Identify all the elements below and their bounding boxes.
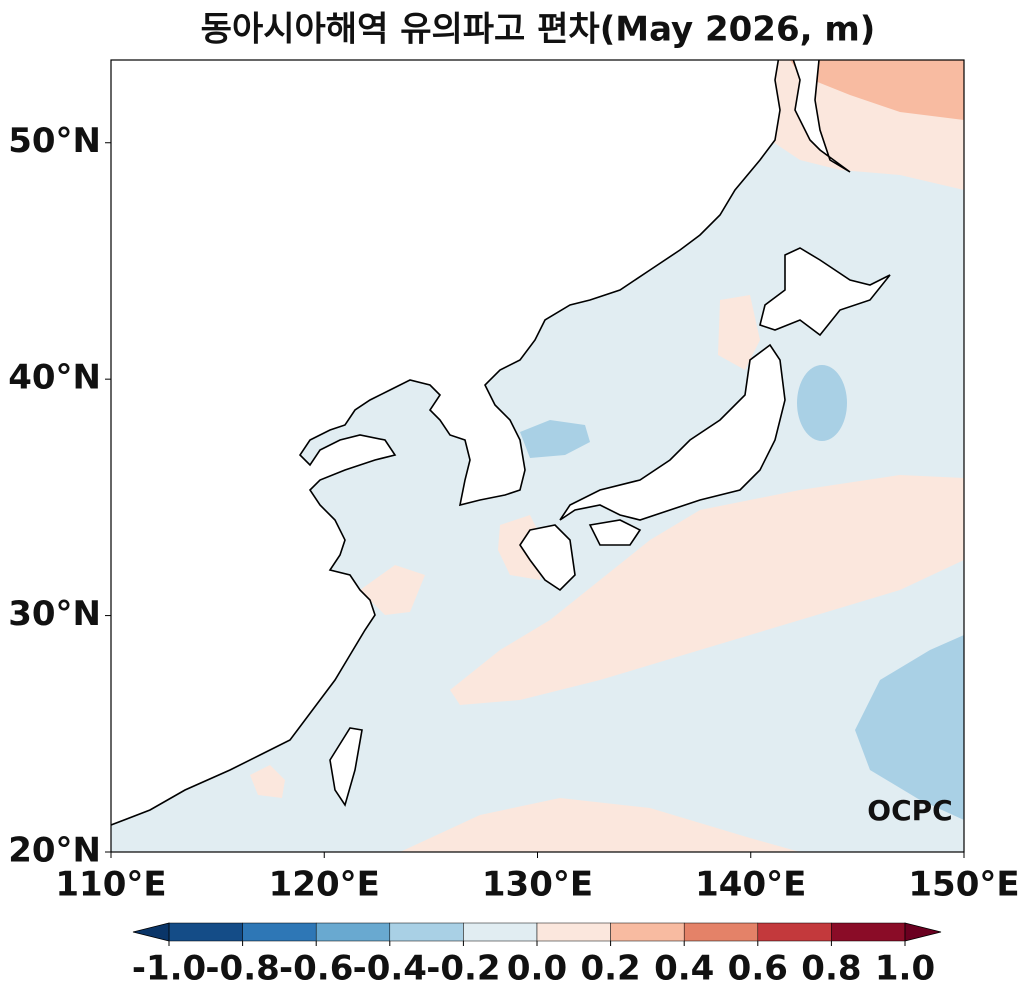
x-tick-label: 130°E bbox=[482, 865, 593, 905]
positive-anomaly bbox=[400, 798, 800, 852]
positive-anomaly bbox=[718, 295, 760, 370]
colorbar-over bbox=[904, 922, 942, 942]
colorbar-under bbox=[132, 922, 170, 942]
hokkaido bbox=[759, 247, 891, 337]
colorbar-tick-label: 1.0 bbox=[875, 949, 935, 989]
colorbar-tick-label: -0.8 bbox=[205, 949, 279, 989]
taiwan bbox=[329, 727, 363, 807]
positive-anomaly bbox=[450, 475, 964, 705]
x-tick-label: 150°E bbox=[908, 865, 1019, 905]
colorbar-tick-label: -0.6 bbox=[279, 949, 353, 989]
colorbar-segment bbox=[683, 922, 759, 942]
colorbar-segment bbox=[610, 922, 685, 942]
negative-anomaly bbox=[520, 420, 590, 458]
honshu bbox=[559, 343, 786, 521]
y-tick-label: 50°N bbox=[8, 121, 101, 161]
colorbar-segment bbox=[168, 922, 243, 942]
y-tick-label: 40°N bbox=[8, 358, 101, 398]
colorbar-segment bbox=[389, 922, 464, 942]
colorbar-tick-label: -0.2 bbox=[426, 949, 500, 989]
y-tick-label: 30°N bbox=[8, 594, 101, 634]
negative-anomaly bbox=[855, 635, 964, 820]
colorbar-tick-label: -0.4 bbox=[353, 949, 427, 989]
shikoku bbox=[588, 519, 642, 546]
colorbar-tick-label: 0.0 bbox=[507, 949, 567, 989]
colorbar-segment bbox=[757, 922, 832, 942]
colorbar-segment bbox=[831, 922, 906, 942]
logo: OCPC bbox=[867, 794, 952, 827]
negative-anomaly bbox=[797, 365, 847, 441]
kyushu bbox=[519, 524, 576, 592]
colorbar-tick-label: 0.4 bbox=[654, 949, 714, 989]
positive-anomaly bbox=[250, 765, 285, 798]
y-tick-label: 20°N bbox=[8, 831, 101, 871]
x-tick-label: 120°E bbox=[269, 865, 380, 905]
x-tick-label: 110°E bbox=[55, 865, 166, 905]
colorbar-tick-label: 0.6 bbox=[728, 949, 788, 989]
colorbar-tick-label: 0.8 bbox=[801, 949, 861, 989]
colorbar-segment bbox=[242, 922, 317, 942]
colorbar-segment bbox=[463, 922, 538, 942]
title: 동아시아해역 유의파고 편차(May 2026, m) bbox=[201, 10, 876, 50]
positive-anomaly bbox=[790, 60, 964, 120]
map: OCPC bbox=[111, 60, 964, 852]
colorbar-segment bbox=[536, 922, 611, 942]
sakhalin bbox=[792, 60, 851, 173]
colorbar-tick-label: -1.0 bbox=[132, 949, 206, 989]
x-tick-label: 140°E bbox=[695, 865, 806, 905]
colorbar-segment bbox=[315, 922, 391, 942]
colorbar-tick-label: 0.2 bbox=[580, 949, 640, 989]
continent bbox=[111, 60, 781, 828]
positive-anomaly bbox=[360, 565, 425, 615]
